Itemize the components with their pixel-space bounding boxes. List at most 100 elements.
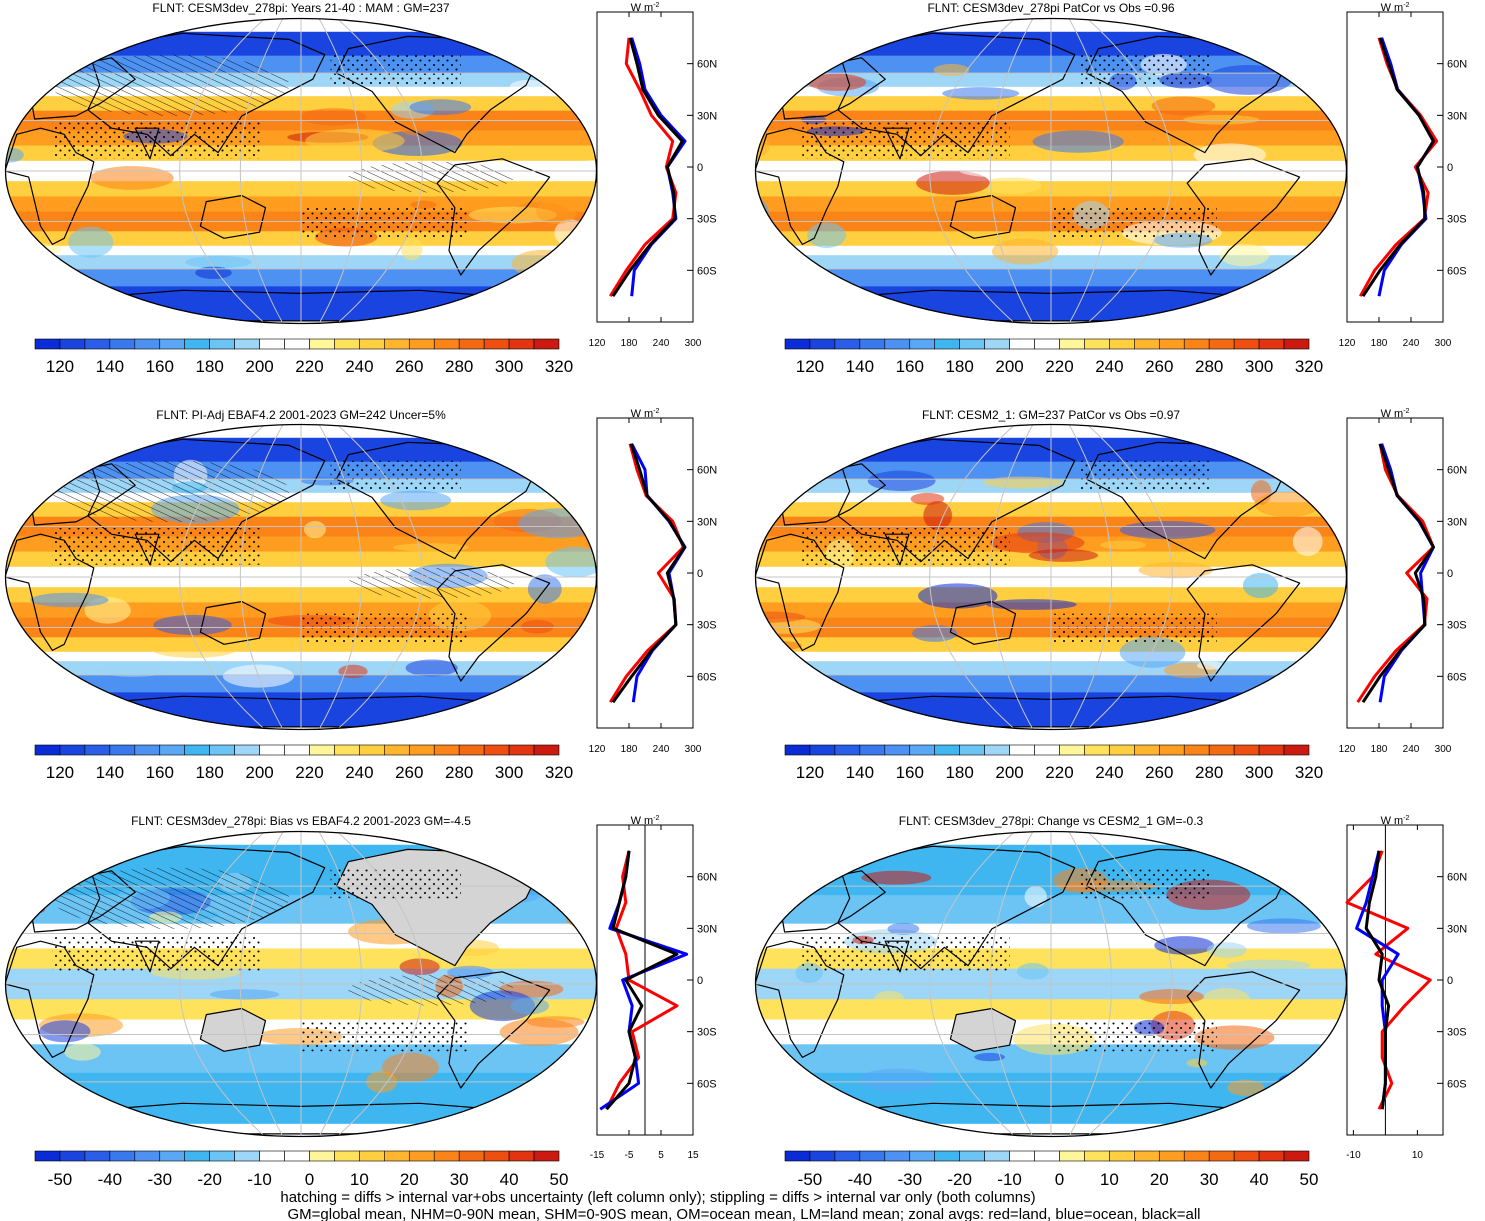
field-blob — [923, 500, 953, 530]
colorbar-label: 180 — [945, 763, 973, 782]
zonal-all-line — [611, 37, 684, 298]
colorbar-swatch — [1183, 744, 1210, 756]
colorbar-label: 120 — [46, 763, 74, 782]
field-blob — [447, 965, 494, 979]
colorbar-label: 20 — [400, 1170, 419, 1189]
graticule-lon — [989, 424, 1034, 730]
footer-line-1: hatching = diffs > internal var+obs unce… — [280, 1189, 1035, 1206]
colorbar-swatch — [34, 1150, 61, 1162]
field-blob — [535, 198, 577, 225]
coastline-samerica — [1186, 158, 1301, 276]
stippling — [802, 122, 1010, 159]
colorbar-swatch — [959, 1150, 985, 1162]
colorbar-swatch — [1208, 338, 1235, 350]
field-blob — [1193, 143, 1267, 167]
zonal-ocean-line — [1355, 850, 1400, 1110]
colorbar-label: 140 — [96, 763, 124, 782]
graticule-lon — [318, 18, 363, 324]
zonal-lat-label: 30N — [1447, 923, 1467, 935]
coastline-samerica — [436, 158, 551, 276]
colorbar-swatch — [359, 1150, 385, 1162]
zonal-units: W m-2 — [1381, 408, 1410, 420]
colorbar-swatch — [1258, 744, 1285, 756]
zonal-land-line — [605, 850, 679, 1110]
field-blob — [1219, 244, 1270, 267]
field-blob — [152, 641, 237, 658]
zonal-lat-label: 30N — [1447, 516, 1467, 528]
coastline-samerica — [436, 564, 551, 682]
field-blob — [887, 922, 920, 935]
colorbar-swatch — [1258, 338, 1285, 350]
colorbar-label: 260 — [395, 357, 423, 376]
field-blob — [991, 238, 1059, 265]
colorbar-swatch — [184, 744, 210, 756]
colorbar-swatch — [483, 1150, 510, 1162]
colorbar-swatch — [1283, 1150, 1310, 1162]
field-blob — [911, 624, 958, 642]
colorbar-swatch — [1258, 1150, 1285, 1162]
field-blob — [392, 543, 469, 552]
colorbar-label: -20 — [947, 1170, 972, 1189]
zonal-lat-label: 60N — [1447, 59, 1467, 71]
zonal-frame — [596, 417, 694, 729]
zonal-lat-label: 0 — [697, 568, 703, 580]
field-blob — [540, 662, 574, 683]
colorbar-swatch — [508, 338, 535, 350]
field-blob — [575, 74, 597, 105]
colorbar-label: 160 — [896, 357, 924, 376]
colorbar-swatch — [209, 744, 235, 756]
colorbar-swatch — [184, 338, 210, 350]
stippling — [52, 122, 260, 159]
panel-title: FLNT: PI-Adj EBAF4.2 2001-2023 GM=242 Un… — [156, 408, 446, 422]
field-blob — [511, 249, 576, 278]
colorbar-swatch — [209, 338, 235, 350]
stippling — [1080, 460, 1211, 492]
colorbar-label: 260 — [1145, 763, 1173, 782]
colorbar-swatch — [59, 744, 86, 756]
colorbar-label: 320 — [1295, 357, 1323, 376]
colorbar-swatch — [834, 744, 861, 756]
field-blob — [1226, 959, 1311, 972]
colorbar-swatch — [533, 744, 560, 756]
field-blob — [807, 222, 847, 248]
colorbar-swatch — [134, 744, 161, 756]
colorbar-label: 50 — [1300, 1170, 1319, 1189]
colorbar-swatch — [809, 1150, 836, 1162]
field-blob — [195, 266, 232, 279]
zonal-lat-label: 30N — [697, 516, 717, 528]
zonal-lat-label: 60S — [697, 671, 717, 683]
field-blob — [5, 470, 59, 498]
field-blob — [64, 1043, 101, 1061]
field-blob — [1100, 540, 1147, 550]
map — [5, 831, 597, 1137]
zonal-x-label: 120 — [1339, 338, 1356, 349]
zonal-lat-label: 30S — [697, 1027, 717, 1039]
colorbar-swatch — [259, 338, 285, 350]
colorbar-swatch — [1009, 1150, 1035, 1162]
field-blob — [989, 532, 1085, 554]
colorbar-label: -10 — [247, 1170, 272, 1189]
colorbar-swatch — [284, 338, 310, 350]
field-blob — [400, 237, 423, 261]
zonal-frame — [1346, 11, 1444, 323]
colorbar-label: 120 — [796, 763, 824, 782]
stippling — [52, 528, 260, 565]
panel-5: FLNT: CESM3dev_278pi: Bias vs EBAF4.2 20… — [4, 814, 717, 1189]
colorbar-swatch — [234, 744, 260, 756]
field-blob — [545, 546, 597, 578]
colorbar-swatch — [909, 744, 936, 756]
coastline-greenland — [478, 429, 539, 456]
colorbar-swatch — [234, 1150, 260, 1162]
field-blob — [572, 160, 597, 179]
colorbar-swatch — [834, 338, 861, 350]
graticule-lon — [179, 18, 266, 324]
graticule-lon — [1086, 831, 1173, 1137]
colorbar-swatch — [259, 1150, 285, 1162]
zonal-lat-label: 60S — [697, 1078, 717, 1090]
zonal-x-label: 10 — [1412, 1150, 1424, 1161]
colorbar-label: -40 — [98, 1170, 123, 1189]
colorbar-label: 260 — [395, 763, 423, 782]
field-blob — [755, 640, 803, 651]
colorbar-swatch — [859, 338, 886, 350]
zonal-lat-label: 30S — [1447, 1027, 1467, 1039]
